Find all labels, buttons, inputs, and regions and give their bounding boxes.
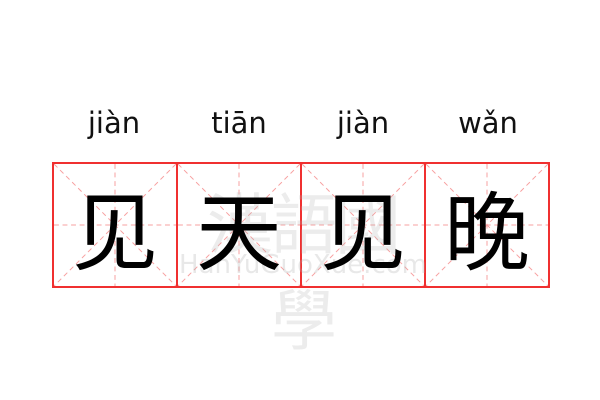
character-cell: 晚 <box>424 164 548 286</box>
character: 见 <box>72 183 158 284</box>
pinyin-2: tiān <box>211 106 267 140</box>
character-cell: 见 <box>300 164 424 286</box>
character: 晚 <box>444 183 530 284</box>
watermark-text: 漢語國學 <box>207 187 401 360</box>
pinyin-3: jiàn <box>336 106 390 140</box>
character-cell: 天 <box>176 164 300 286</box>
character: 天 <box>196 183 282 284</box>
character: 见 <box>320 183 406 284</box>
character-grid: 见 天 见 晚 <box>52 162 550 288</box>
pinyin-1: jiàn <box>87 106 141 140</box>
watermark-latin: HanYuGuoXue.com <box>179 250 427 280</box>
character-cell: 见 <box>54 164 176 286</box>
pinyin-4: wǎn <box>458 106 518 140</box>
